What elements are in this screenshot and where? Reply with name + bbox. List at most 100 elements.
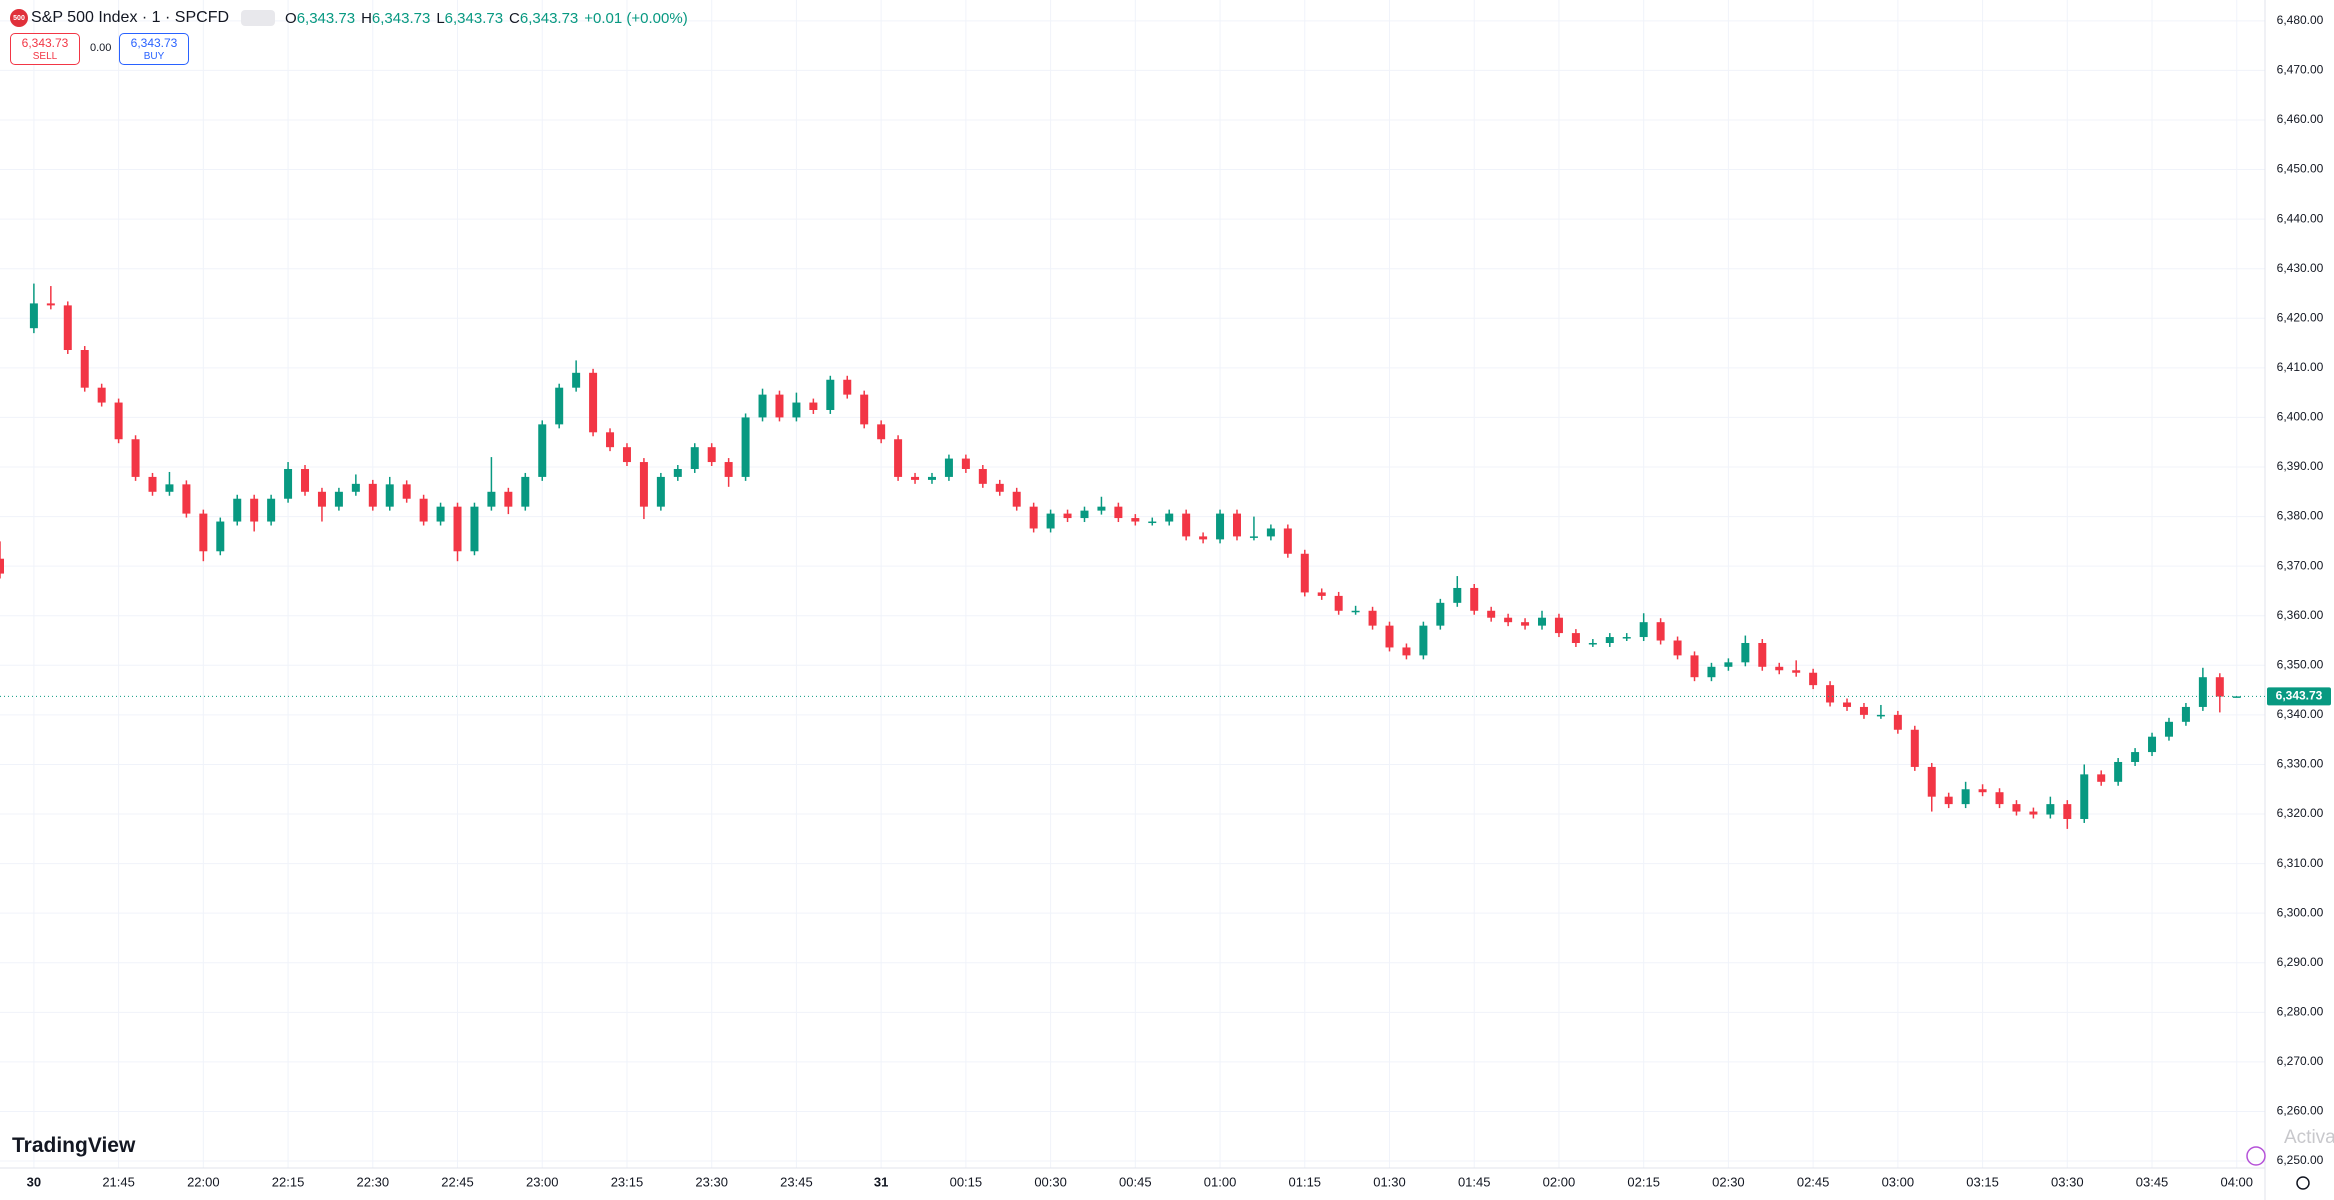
candle-body [436, 506, 445, 522]
x-tick-label: 22:15 [272, 1174, 305, 1189]
x-tick-label: 01:30 [1373, 1174, 1406, 1189]
y-tick-label: 6,340.00 [2277, 707, 2324, 721]
visibility-toggle[interactable] [241, 10, 276, 26]
candle-body [1673, 640, 1682, 656]
candle-body [2198, 677, 2207, 707]
candle-body [656, 476, 665, 507]
x-tick-label: 30 [27, 1174, 41, 1189]
candle-body [368, 483, 377, 507]
candle-body [1029, 506, 1038, 529]
candle-body [555, 387, 564, 425]
sell-label: SELL [32, 51, 58, 62]
candle-body [1758, 642, 1767, 667]
candle-body [46, 303, 55, 306]
candle-body [1538, 617, 1547, 626]
ohlc-label: L [436, 9, 445, 27]
x-tick-label: 31 [874, 1174, 888, 1189]
candle-body [860, 394, 869, 425]
candle-body [0, 558, 4, 574]
sell-button[interactable]: 6,343.73 SELL [10, 33, 80, 65]
candle-body [1690, 655, 1699, 678]
candle-body [1232, 513, 1241, 537]
ohlc-label: C [509, 9, 520, 27]
candle-body [877, 424, 886, 440]
candle-body [911, 476, 920, 480]
candle-body [1571, 633, 1580, 643]
symbol-title[interactable]: S&P 500 Index · 1 · SPCFD [31, 9, 230, 26]
candle-body [97, 387, 106, 403]
candle-body [673, 468, 682, 477]
last-price-label: 6,343.73 [2276, 689, 2323, 703]
ohlc-value: 6,343.73 [444, 9, 504, 27]
candle-body [826, 379, 835, 410]
buy-button[interactable]: 6,343.73 BUY [119, 33, 189, 65]
candle-body [1419, 625, 1428, 656]
candle-body [114, 402, 123, 440]
candle-body [216, 521, 225, 552]
candle-body [1080, 510, 1089, 519]
ohlc-value: 6,343.73 [371, 9, 431, 27]
candle-body [267, 498, 276, 522]
watermark: Activa [2284, 1127, 2334, 1148]
x-tick-label: 21:45 [102, 1174, 135, 1189]
candle-body [2232, 696, 2241, 698]
candle-body [1402, 647, 1411, 656]
candle-body [301, 468, 310, 492]
x-tick-label: 22:30 [357, 1174, 390, 1189]
symbol-logo: 500 [10, 9, 28, 27]
y-tick-label: 6,410.00 [2277, 360, 2324, 374]
x-tick-label: 02:00 [1543, 1174, 1576, 1189]
lightning-icon [2246, 1146, 2266, 1166]
candle-body [1961, 789, 1970, 805]
y-tick-label: 6,450.00 [2277, 162, 2324, 176]
x-tick-label: 22:45 [441, 1174, 474, 1189]
x-tick-label: 01:45 [1458, 1174, 1491, 1189]
candle-body [1283, 528, 1292, 554]
x-tick-label: 02:15 [1627, 1174, 1660, 1189]
candle-body [504, 491, 513, 507]
brand-logo[interactable]: TradingView [12, 1134, 136, 1157]
candle-body [1266, 528, 1275, 537]
y-tick-label: 6,290.00 [2277, 955, 2324, 969]
candle-body [1385, 625, 1394, 648]
candle-body [2215, 677, 2224, 697]
candle-body [1487, 610, 1496, 618]
candle-body [589, 372, 598, 433]
x-tick-label: 00:30 [1034, 1174, 1067, 1189]
candle-body [1978, 789, 1987, 793]
candle-body [2097, 774, 2106, 782]
y-tick-label: 6,480.00 [2277, 13, 2324, 27]
candle-body [1097, 506, 1106, 511]
candle-body [1622, 637, 1631, 639]
candle-body [1656, 622, 1665, 641]
candle-body [385, 484, 394, 507]
spread: 0.00 [90, 42, 112, 54]
x-tick-label: 23:45 [780, 1174, 813, 1189]
candle-body [1182, 513, 1191, 537]
candle-body [1859, 706, 1868, 715]
candle-body [572, 372, 581, 388]
x-tick-label: 02:30 [1712, 1174, 1745, 1189]
candle-body [1504, 617, 1513, 623]
candle-body [29, 303, 38, 329]
change: +0.01 (+0.00%) [584, 9, 688, 27]
candle-body [2046, 804, 2055, 815]
candle-body [1368, 610, 1377, 626]
candle-body [944, 458, 953, 477]
candle-body [1300, 553, 1309, 593]
x-tick-label: 02:45 [1797, 1174, 1830, 1189]
candle-body [724, 462, 733, 477]
candle-body [606, 432, 615, 448]
y-tick-label: 6,430.00 [2277, 261, 2324, 275]
last-price-tag [2267, 687, 2331, 706]
ohlc-label: O [285, 9, 297, 27]
buy-label: BUY [143, 51, 165, 62]
buy-price: 6,343.73 [130, 36, 178, 50]
y-tick-label: 6,300.00 [2277, 905, 2324, 919]
candle-body [199, 513, 208, 552]
x-tick-label: 01:00 [1204, 1174, 1237, 1189]
settings-icon[interactable] [2296, 1176, 2310, 1190]
candle-body [250, 498, 259, 522]
candle-body [1046, 513, 1055, 529]
